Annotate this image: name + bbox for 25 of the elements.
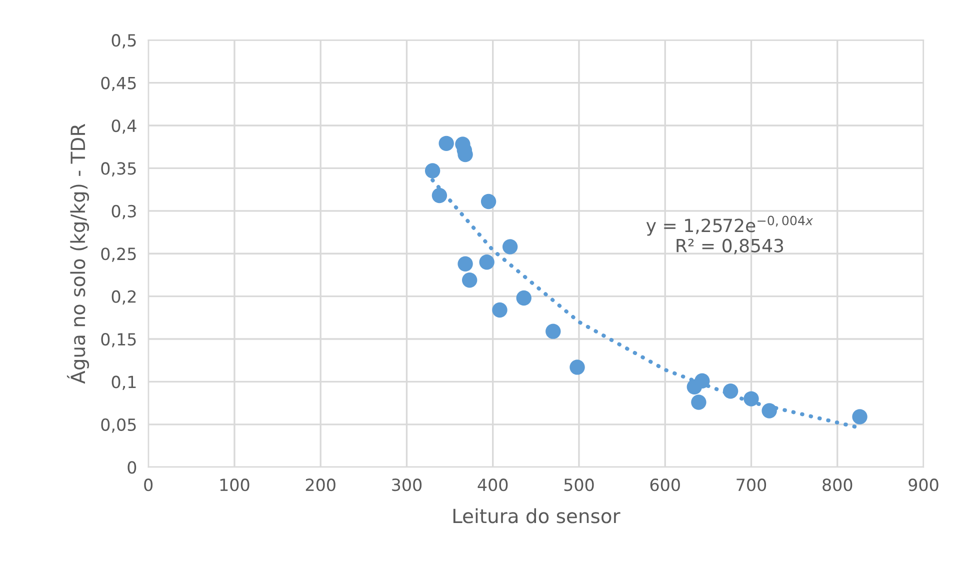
x-tick-label: 0 [144, 478, 153, 492]
x-tick-label: 500 [564, 478, 594, 492]
x-axis-title: Leitura do sensor [453, 508, 620, 524]
annotation: y = 1,2572e$^{−0,004x}$ [646, 216, 814, 236]
y-tick-label: 0,2 [112, 290, 136, 305]
annotation: R² = 0,8543 [676, 238, 784, 254]
x-tick-label: 200 [306, 478, 336, 492]
y-tick-label: 0,5 [112, 34, 136, 48]
y-axis-title: Água no solo (kg/kg) - TDR [66, 124, 90, 384]
y-tick-label: 0,15 [101, 332, 136, 348]
x-tick-label: 600 [650, 478, 680, 492]
y-tick-label: 0,3 [112, 204, 136, 220]
y-tick-label: 0,35 [101, 162, 136, 176]
x-tick-label: 300 [392, 478, 422, 492]
x-tick-label: 800 [822, 478, 852, 492]
y-tick-label: 0,45 [101, 76, 136, 92]
y-tick-label: 0,1 [112, 376, 136, 390]
y-tick-label: 0,05 [101, 418, 136, 433]
x-tick-label: 900 [908, 478, 938, 492]
x-tick-label: 100 [220, 478, 250, 492]
x-tick-label: 400 [478, 478, 508, 492]
y-tick-label: 0,4 [112, 119, 136, 134]
x-tick-label: 700 [736, 478, 766, 492]
y-tick-label: 0,25 [101, 248, 136, 262]
y-tick-label: 0 [128, 461, 136, 474]
